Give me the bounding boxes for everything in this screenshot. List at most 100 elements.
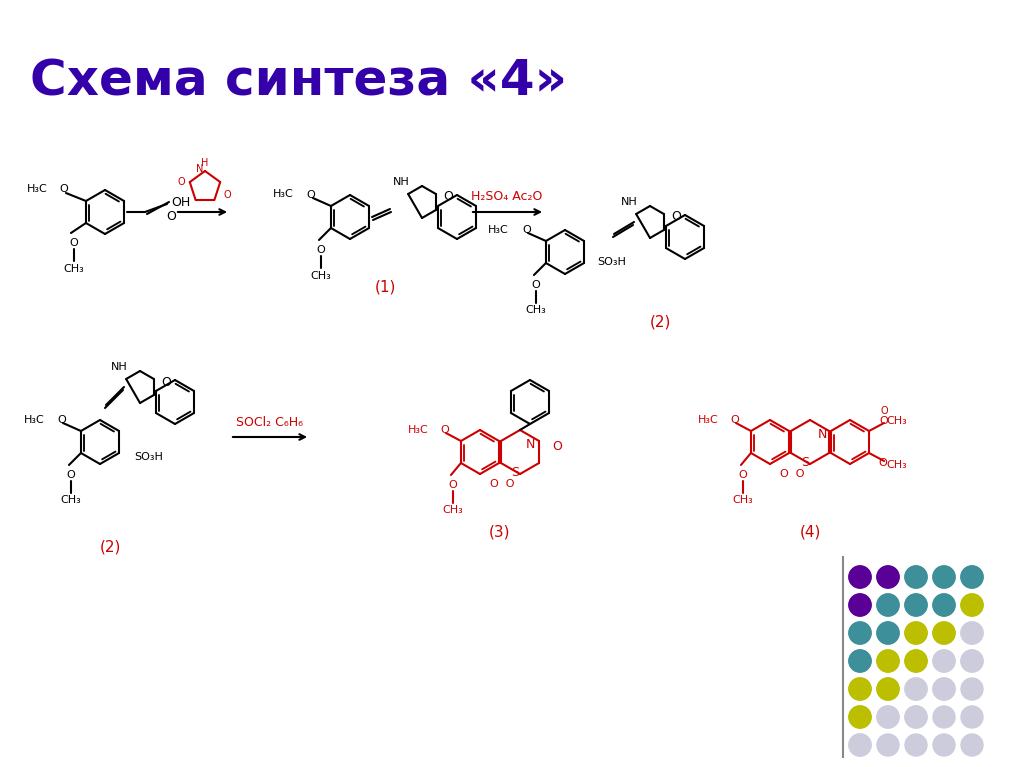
Circle shape <box>961 650 983 672</box>
Text: H₃C: H₃C <box>25 415 45 425</box>
Circle shape <box>849 566 871 588</box>
Circle shape <box>905 594 927 616</box>
Text: NH: NH <box>392 177 410 187</box>
Text: O: O <box>449 480 458 490</box>
Circle shape <box>961 650 983 672</box>
Text: O: O <box>522 225 531 235</box>
Text: O: O <box>730 415 739 425</box>
Circle shape <box>849 678 871 700</box>
Text: O  O: O O <box>779 469 804 479</box>
Text: O: O <box>223 190 230 200</box>
Text: (2): (2) <box>649 314 671 330</box>
Text: O: O <box>531 280 541 290</box>
Text: Схема синтеза «4»: Схема синтеза «4» <box>30 57 567 105</box>
Circle shape <box>933 678 955 700</box>
Circle shape <box>877 622 899 644</box>
Circle shape <box>849 706 871 728</box>
Circle shape <box>961 594 983 616</box>
Text: (3): (3) <box>489 525 511 539</box>
Circle shape <box>905 566 927 588</box>
Circle shape <box>905 650 927 672</box>
Circle shape <box>849 594 871 616</box>
Circle shape <box>877 706 899 728</box>
Circle shape <box>933 594 955 616</box>
Text: CH₃: CH₃ <box>60 495 81 505</box>
Circle shape <box>877 594 899 616</box>
Circle shape <box>849 650 871 672</box>
Circle shape <box>905 650 927 672</box>
Text: SO₃H: SO₃H <box>134 452 164 462</box>
Text: H₃C: H₃C <box>273 189 294 199</box>
Text: SO₃H: SO₃H <box>598 257 627 267</box>
Text: O  O: O O <box>489 479 514 489</box>
Text: S: S <box>511 466 519 479</box>
Text: O: O <box>67 470 76 480</box>
Circle shape <box>961 566 983 588</box>
Text: O: O <box>443 190 453 203</box>
Circle shape <box>905 594 927 616</box>
Text: H₃C: H₃C <box>698 415 719 425</box>
Circle shape <box>877 706 899 728</box>
Text: CH₃: CH₃ <box>310 271 332 281</box>
Circle shape <box>849 678 871 700</box>
Text: O: O <box>552 440 562 453</box>
Circle shape <box>877 566 899 588</box>
Text: O: O <box>881 406 888 416</box>
Circle shape <box>933 566 955 588</box>
Text: O: O <box>70 238 78 248</box>
Circle shape <box>961 734 983 756</box>
Text: H: H <box>202 158 209 168</box>
Circle shape <box>961 678 983 700</box>
Text: O: O <box>671 210 681 223</box>
Circle shape <box>961 622 983 644</box>
Circle shape <box>877 622 899 644</box>
Text: O: O <box>738 470 748 480</box>
Text: NH: NH <box>111 362 127 372</box>
Circle shape <box>849 650 871 672</box>
Text: H₂SO₄ Ac₂O: H₂SO₄ Ac₂O <box>471 190 543 203</box>
Circle shape <box>905 706 927 728</box>
Text: H₃C: H₃C <box>488 225 509 235</box>
Text: N: N <box>817 427 826 440</box>
Text: O: O <box>161 376 171 389</box>
Text: H₃C: H₃C <box>28 184 48 194</box>
Circle shape <box>849 594 871 616</box>
Text: S: S <box>801 456 809 469</box>
Circle shape <box>905 706 927 728</box>
Text: (2): (2) <box>99 539 121 555</box>
Text: CH₃: CH₃ <box>887 460 907 470</box>
Circle shape <box>933 734 955 756</box>
Circle shape <box>905 678 927 700</box>
Circle shape <box>877 650 899 672</box>
Text: SOCl₂ C₆H₆: SOCl₂ C₆H₆ <box>237 416 303 429</box>
Text: O: O <box>57 415 67 425</box>
Circle shape <box>849 734 871 756</box>
Text: N: N <box>197 164 204 174</box>
Text: (1): (1) <box>375 279 395 295</box>
Text: CH₃: CH₃ <box>63 264 84 274</box>
Circle shape <box>877 566 899 588</box>
Text: O: O <box>166 210 176 223</box>
Circle shape <box>933 622 955 644</box>
Circle shape <box>905 566 927 588</box>
Circle shape <box>905 734 927 756</box>
Circle shape <box>933 678 955 700</box>
Text: (4): (4) <box>800 525 820 539</box>
Text: CH₃: CH₃ <box>442 505 463 515</box>
Text: H₃C: H₃C <box>409 425 429 435</box>
Circle shape <box>849 566 871 588</box>
Text: CH₃: CH₃ <box>732 495 754 505</box>
Text: O: O <box>880 416 889 426</box>
Circle shape <box>961 622 983 644</box>
Circle shape <box>933 706 955 728</box>
Circle shape <box>877 594 899 616</box>
Circle shape <box>877 678 899 700</box>
Text: N: N <box>525 437 535 450</box>
Circle shape <box>961 706 983 728</box>
Text: O: O <box>306 190 315 200</box>
Text: CH₃: CH₃ <box>525 305 547 315</box>
Text: O: O <box>316 245 326 255</box>
Circle shape <box>849 622 871 644</box>
Text: OH: OH <box>171 196 190 209</box>
Text: O: O <box>177 177 184 187</box>
